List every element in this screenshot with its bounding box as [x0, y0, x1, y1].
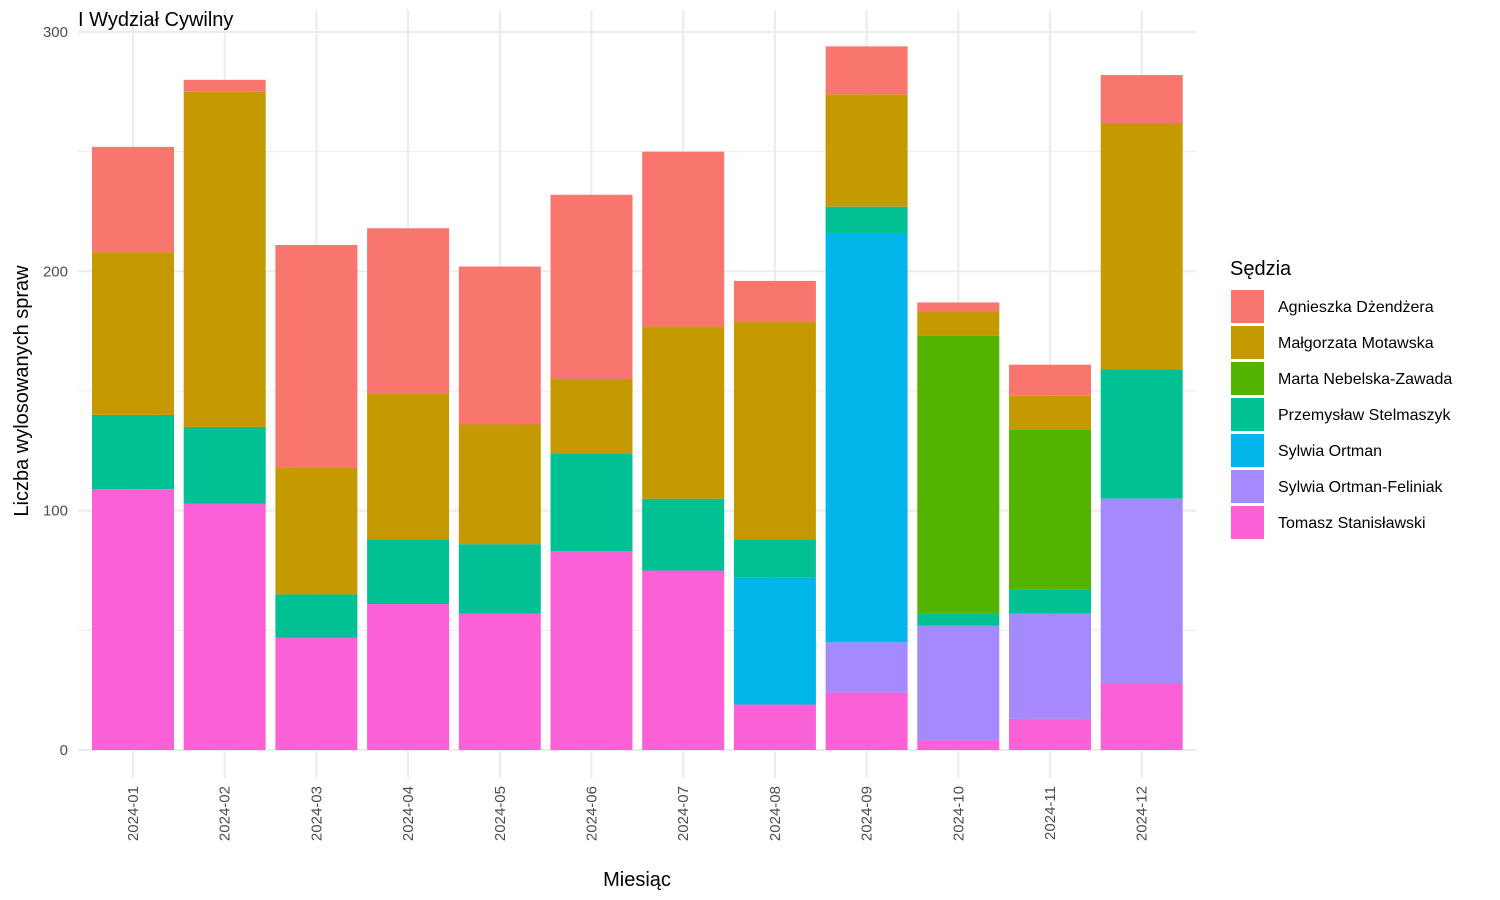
bars [92, 46, 1183, 750]
bar-segment [1100, 498, 1183, 683]
x-tick-label: 2024-09 [859, 786, 876, 841]
bar-segment [92, 146, 174, 253]
bar-segment [275, 467, 358, 595]
bar-segment [367, 539, 450, 605]
legend-swatch [1231, 470, 1264, 503]
chart-title: I Wydział Cywilny [78, 9, 233, 31]
bar-segment [1009, 718, 1091, 750]
y-axis-title: Liczba wylosowanych spraw [11, 265, 33, 517]
legend-label: Agnieszka Dżendżera [1278, 299, 1434, 316]
legend-swatch [1231, 434, 1264, 467]
legend-label: Tomasz Stanisławski [1278, 515, 1426, 532]
bar-segment [917, 312, 1000, 336]
x-tick-label: 2024-06 [584, 786, 601, 841]
bar-segment [367, 393, 450, 540]
legend-label: Marta Nebelska-Zawada [1278, 371, 1452, 388]
bar-segment [1009, 589, 1091, 614]
bar-segment [733, 539, 816, 578]
bar-segment [550, 453, 633, 552]
legend-swatch [1231, 506, 1264, 539]
bar-segment [458, 613, 541, 750]
legend-swatch [1231, 398, 1264, 431]
bar-segment [183, 79, 266, 92]
bar-segment [550, 379, 633, 454]
bar-segment [1009, 429, 1091, 590]
x-tick-label: 2024-12 [1134, 786, 1151, 841]
legend-label: Przemysław Stelmaszyk [1278, 407, 1451, 424]
bar-segment [825, 206, 908, 234]
bar-segment [1100, 75, 1183, 123]
x-tick-label: 2024-07 [675, 786, 692, 841]
bar-segment [1100, 682, 1183, 750]
bar-segment [458, 266, 541, 425]
bar-segment [642, 498, 725, 571]
bar-segment [458, 544, 541, 614]
x-tick-label: 2024-04 [400, 786, 417, 841]
bar-segment [642, 151, 725, 327]
legend-swatch [1231, 362, 1264, 395]
bar-segment [550, 551, 633, 750]
legend-label: Małgorzata Motawska [1278, 335, 1434, 352]
bar-segment [92, 252, 174, 415]
bar-segment [733, 704, 816, 750]
bar-segment [92, 414, 174, 490]
legend-swatch [1231, 290, 1264, 323]
bar-segment [825, 642, 908, 693]
y-tick-label: 100 [43, 503, 68, 520]
x-tick-label: 2024-01 [125, 786, 142, 841]
bar-segment [183, 91, 266, 427]
x-tick-label: 2024-11 [1042, 786, 1059, 840]
bar-segment [183, 426, 266, 504]
bar-segment [733, 321, 816, 540]
bar-segment [1100, 122, 1183, 370]
bar-segment [1100, 369, 1183, 499]
bar-segment [458, 424, 541, 545]
bar-segment [733, 577, 816, 705]
bar-segment [1009, 364, 1091, 396]
bar-segment [642, 326, 725, 499]
bar-segment [275, 245, 358, 468]
x-tick-label: 2024-03 [308, 786, 325, 841]
bar-segment [642, 570, 725, 750]
bar-segment [917, 625, 1000, 741]
y-tick-label: 300 [43, 24, 68, 41]
legend-swatch [1231, 326, 1264, 359]
x-tick-label: 2024-05 [492, 786, 509, 841]
bar-segment [825, 692, 908, 750]
bar-segment [550, 194, 633, 380]
bar-segment [92, 489, 174, 750]
bar-segment [917, 613, 1000, 626]
x-tick-label: 2024-08 [767, 786, 784, 841]
y-tick-label: 0 [60, 742, 68, 759]
bar-segment [367, 228, 450, 394]
bar-segment [183, 503, 266, 750]
bar-segment [917, 740, 1000, 750]
legend: Sędzia Agnieszka Dżendżera Małgorzata Mot… [1230, 258, 1452, 539]
bar-segment [1009, 613, 1091, 719]
bar-segment [275, 637, 358, 750]
bar-segment [825, 94, 908, 207]
bar-segment [1009, 395, 1091, 430]
legend-title: Sędzia [1230, 258, 1292, 280]
bar-segment [917, 335, 1000, 614]
legend-label: Sylwia Ortman-Feliniak [1278, 479, 1443, 496]
legend-label: Sylwia Ortman [1278, 443, 1382, 460]
bar-segment [367, 604, 450, 750]
bar-segment [825, 46, 908, 95]
y-tick-label: 200 [43, 263, 68, 280]
x-tick-label: 2024-10 [950, 786, 967, 841]
bar-segment [275, 594, 358, 638]
bar-segment [917, 302, 1000, 313]
bar-segment [825, 233, 908, 643]
y-axis-ticks: 0 100 200 300 [43, 24, 68, 759]
bar-segment [733, 280, 816, 322]
x-tick-label: 2024-02 [217, 786, 234, 841]
x-axis-ticks: 2024-01 2024-02 2024-03 2024-04 2024-05 2024-… [125, 786, 1151, 841]
x-axis-title: Miesiąc [603, 869, 671, 891]
